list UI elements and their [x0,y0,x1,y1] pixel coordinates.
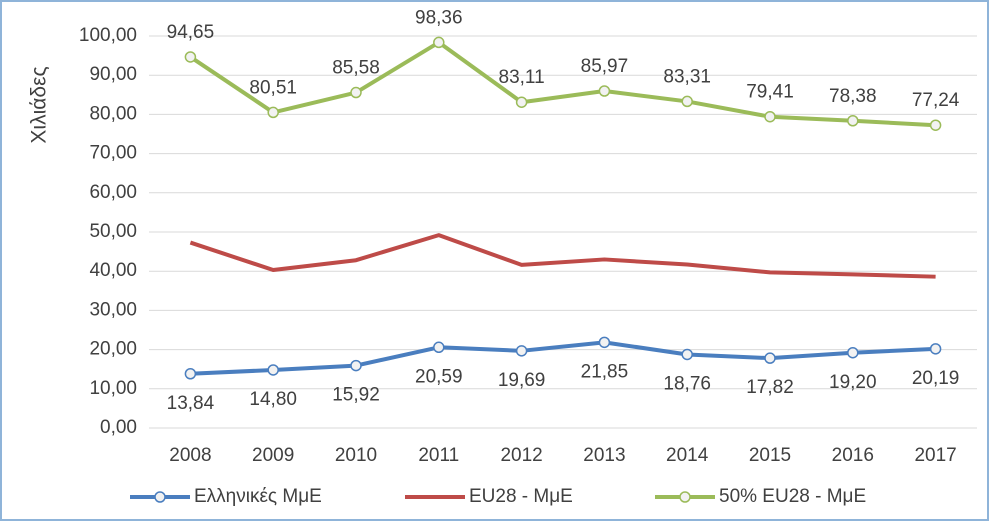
legend-marker [154,491,166,503]
point-marker [350,86,362,99]
data-label: 19,20 [829,372,877,393]
series-line [189,40,936,128]
x-tick-label: 2014 [666,445,709,466]
point-marker [267,364,279,376]
data-label: 20,19 [912,368,960,389]
data-label: 85,58 [332,58,380,79]
point-marker [184,51,197,63]
data-label: 15,92 [332,385,380,406]
data-label: 77,24 [912,90,960,111]
data-label: 19,69 [498,370,546,391]
point-marker [433,341,445,354]
data-label: 18,76 [663,373,711,394]
x-tick-label: 2010 [335,445,377,466]
point-marker [515,96,528,108]
x-tick-label: 2008 [169,445,211,466]
data-label: 13,84 [167,393,215,414]
legend-label: Ελληνικές ΜμΕ [194,486,322,507]
series-line [190,340,936,376]
data-label: 21,85 [581,361,629,382]
data-label: 17,82 [746,377,794,398]
legend-marker [679,491,691,503]
point-marker [350,359,362,372]
y-tick-label: 10,00 [89,378,137,399]
data-label: 78,38 [829,86,877,107]
data-label: 20,59 [415,366,463,387]
point-marker [598,85,611,97]
y-tick-label: 30,00 [89,299,137,320]
x-tick-label: 2017 [914,445,956,466]
point-marker [681,95,693,108]
data-label: 85,97 [581,56,629,77]
y-tick-label: 60,00 [89,182,137,203]
point-marker [929,343,942,355]
point-marker [598,336,611,349]
y-tick-label: 90,00 [89,64,137,85]
point-marker [681,348,693,361]
y-tick-label: 100,00 [79,25,137,46]
point-marker [267,106,279,119]
legend-label: EU28 - ΜμΕ [469,486,573,507]
x-tick-label: 2016 [832,445,874,466]
x-tick-label: 2011 [418,445,459,466]
point-marker [764,110,776,123]
y-tick-label: 40,00 [89,260,137,281]
data-label: 83,31 [663,66,711,87]
x-tick-label: 2015 [749,445,791,466]
point-marker [847,115,859,127]
series-line [189,233,936,279]
y-tick-label: 20,00 [89,339,137,360]
point-marker [433,36,445,49]
point-marker [515,345,528,357]
data-label: 79,41 [746,82,794,103]
point-marker [184,367,197,380]
y-tick-label: 80,00 [89,103,137,124]
y-tick-label: 0,00 [100,417,137,438]
x-tick-label: 2012 [500,445,542,466]
x-tick-label: 2009 [252,445,294,466]
data-label: 94,65 [167,22,215,43]
y-axis-label: Χιλιάδες [28,66,51,143]
y-tick-label: 50,00 [89,221,137,242]
x-tick-label: 2013 [583,445,625,466]
point-marker [764,352,776,364]
data-label: 80,51 [249,77,297,98]
legend-label: 50% EU28 - ΜμΕ [719,486,866,507]
point-marker [929,119,942,131]
data-label: 98,36 [415,7,463,28]
data-label: 14,80 [249,389,297,410]
point-marker [847,346,859,359]
data-label: 83,11 [499,67,545,88]
y-tick-label: 70,00 [89,143,137,164]
